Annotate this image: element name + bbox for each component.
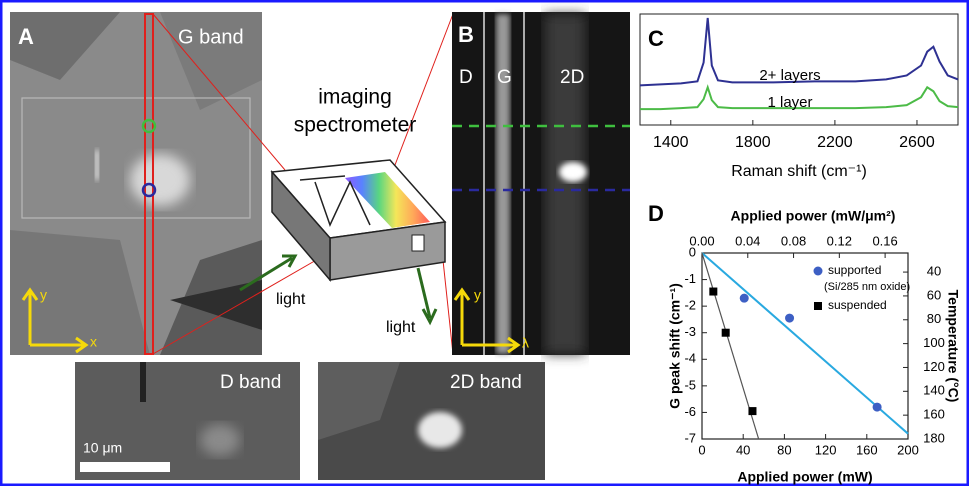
axis-label: λ <box>522 335 529 351</box>
y2-tick-label: 40 <box>927 264 941 279</box>
y-tick-label: -3 <box>684 324 696 339</box>
x2-axis-label: Applied power (mW/μm²) <box>731 208 896 224</box>
panel-title: D band <box>220 372 281 393</box>
scale-bar-label: 10 μm <box>83 440 122 456</box>
y2-tick-label: 160 <box>923 407 945 422</box>
y-tick-label: 0 <box>689 244 696 259</box>
panel-label: C <box>648 26 664 51</box>
axis-label: y <box>40 287 47 303</box>
spectrometer: imaging spectrometer light light <box>240 86 445 337</box>
y2-tick-label: 80 <box>927 311 941 326</box>
y2-axis-label: Temperature (°C) <box>945 290 961 403</box>
y2-tick-label: 100 <box>923 335 945 350</box>
x-tick-label: 80 <box>777 442 791 457</box>
point <box>709 288 717 296</box>
x-tick-label: 2200 <box>817 134 853 151</box>
light-label: light <box>386 319 416 336</box>
legend-label: suspended <box>828 298 887 312</box>
y2-tick-label: 140 <box>923 383 945 398</box>
band-label: G <box>497 67 512 88</box>
point <box>740 294 749 303</box>
x-tick-label: 200 <box>897 442 919 457</box>
x-tick-label: 0 <box>698 442 705 457</box>
legend-note: (Si/285 nm oxide) <box>824 281 910 293</box>
x-axis-label: Raman shift (cm⁻¹) <box>731 163 867 180</box>
y-tick-label: -2 <box>684 298 696 313</box>
x2-tick-label: 0.12 <box>827 233 852 248</box>
x-tick-label: 40 <box>736 442 750 457</box>
spectrometer-title: spectrometer <box>294 114 417 137</box>
legend-marker <box>814 267 823 276</box>
y-axis-label: G peak shift (cm⁻¹) <box>667 283 683 409</box>
x2-tick-label: 0.16 <box>872 233 897 248</box>
x-tick-label: 1400 <box>653 134 689 151</box>
point <box>785 314 794 323</box>
point <box>873 403 882 412</box>
legend-label: supported <box>828 263 881 277</box>
panel-label: B <box>458 22 474 47</box>
panel-title: 2D band <box>450 372 522 393</box>
band-label: D <box>459 67 473 88</box>
x2-tick-label: 0.08 <box>781 233 806 248</box>
x-tick-label: 160 <box>856 442 878 457</box>
axis-label: x <box>90 334 97 350</box>
series-label: 1 layer <box>767 94 812 111</box>
y-tick-label: -5 <box>684 377 696 392</box>
y-tick-label: -4 <box>684 351 696 366</box>
d-band-image: 10 μm D band <box>75 362 300 480</box>
point <box>748 407 756 415</box>
point <box>722 329 730 337</box>
band-label: 2D <box>560 67 584 88</box>
y-tick-label: -6 <box>684 404 696 419</box>
x-tick-label: 1800 <box>735 134 771 151</box>
series-label: 2+ layers <box>759 67 820 84</box>
y-tick-label: -7 <box>684 430 696 445</box>
light-label: light <box>276 291 306 308</box>
panel-label: D <box>648 201 664 226</box>
y2-tick-label: 60 <box>927 287 941 302</box>
x-axis-label: Applied power (mW) <box>737 469 872 485</box>
panel-b: B D G 2D y λ <box>452 12 630 355</box>
2d-band-image: 2D band <box>318 362 545 480</box>
legend-marker <box>814 302 822 310</box>
figure: A G band y x imaging spectrometer light … <box>0 0 969 486</box>
x2-tick-label: 0.04 <box>735 233 760 248</box>
panel-title: G band <box>178 26 244 48</box>
x-tick-label: 2600 <box>899 134 935 151</box>
spectrometer-title: imaging <box>318 86 392 109</box>
y2-tick-label: 120 <box>923 359 945 374</box>
y-tick-label: -1 <box>684 271 696 286</box>
y2-tick-label: 180 <box>923 430 945 445</box>
axis-label: y <box>474 287 481 303</box>
panel-a: A G band y x <box>10 12 262 355</box>
panel-label: A <box>18 24 34 49</box>
x-tick-label: 120 <box>815 442 837 457</box>
